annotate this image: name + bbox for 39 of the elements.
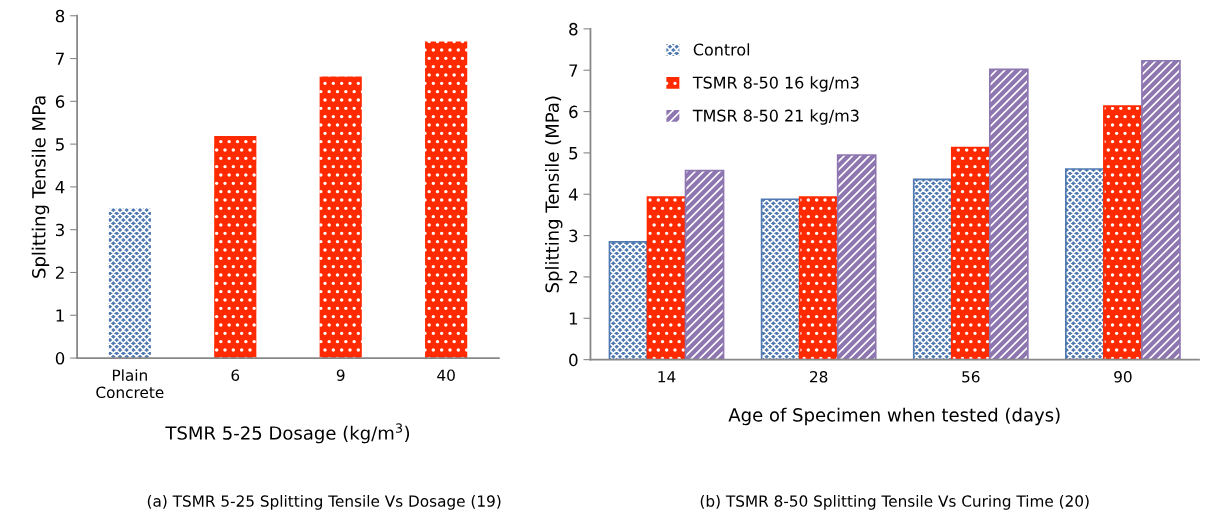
- legend-label: TSMR 8-50 16 kg/m3: [692, 76, 859, 92]
- y-tick-label: 2: [569, 270, 577, 284]
- y-tick-label: 7: [569, 64, 578, 77]
- x-tick-label: 28: [810, 371, 828, 383]
- y-tick-label: 8: [55, 9, 65, 23]
- y-tick-label: 5: [569, 147, 578, 160]
- legend-label: TMSR 8-50 21 kg/m3: [692, 109, 859, 125]
- y-tick-label: 3: [569, 229, 578, 243]
- bar: [319, 76, 362, 359]
- x-axis-title: TSMR 5-25 Dosage (kg/m$^{3}$): [165, 423, 410, 444]
- y-tick-label: 4: [55, 181, 65, 194]
- text: (b) TSMR 8-50 Splitting Tensile Vs Curing Time (20): [700, 495, 1089, 510]
- y-tick-label: 1: [56, 309, 64, 322]
- y-tick-label: 5: [56, 138, 64, 151]
- x-tick-label: 90: [1114, 371, 1132, 383]
- y-tick-label: 8: [569, 22, 578, 36]
- y-tick-label: 1: [569, 312, 578, 325]
- x-tick-label: 14: [658, 371, 676, 383]
- y-tick-label: 3: [55, 223, 64, 237]
- x-axis-title: Age of Specimen when tested (days): [728, 407, 1060, 426]
- x-tick-label: 6: [231, 369, 240, 381]
- x-tick-label: 9: [336, 369, 345, 381]
- y-tick-label: 0: [55, 352, 65, 365]
- bar: [214, 135, 257, 359]
- bar: [108, 208, 151, 359]
- bar: [425, 41, 468, 359]
- x-tick-label: 56: [962, 371, 980, 383]
- y-axis-title: Splitting Tensile (MPa): [545, 96, 563, 293]
- text: (a) TSMR 5-25 Splitting Tensile Vs Dosage (19): [147, 495, 501, 510]
- y-tick-label: 4: [568, 188, 578, 201]
- y-tick-label: 7: [56, 52, 64, 65]
- y-tick-label: 0: [569, 353, 578, 367]
- x-tick-label: 40: [437, 369, 455, 381]
- y-axis-title: Splitting Tensile MPa: [31, 96, 50, 278]
- x-tick-label: Plain Concrete: [96, 369, 164, 399]
- legend-label: Control: [693, 43, 750, 56]
- y-tick-label: 6: [569, 105, 578, 119]
- y-tick-label: 6: [55, 95, 65, 108]
- y-tick-label: 2: [55, 266, 64, 279]
